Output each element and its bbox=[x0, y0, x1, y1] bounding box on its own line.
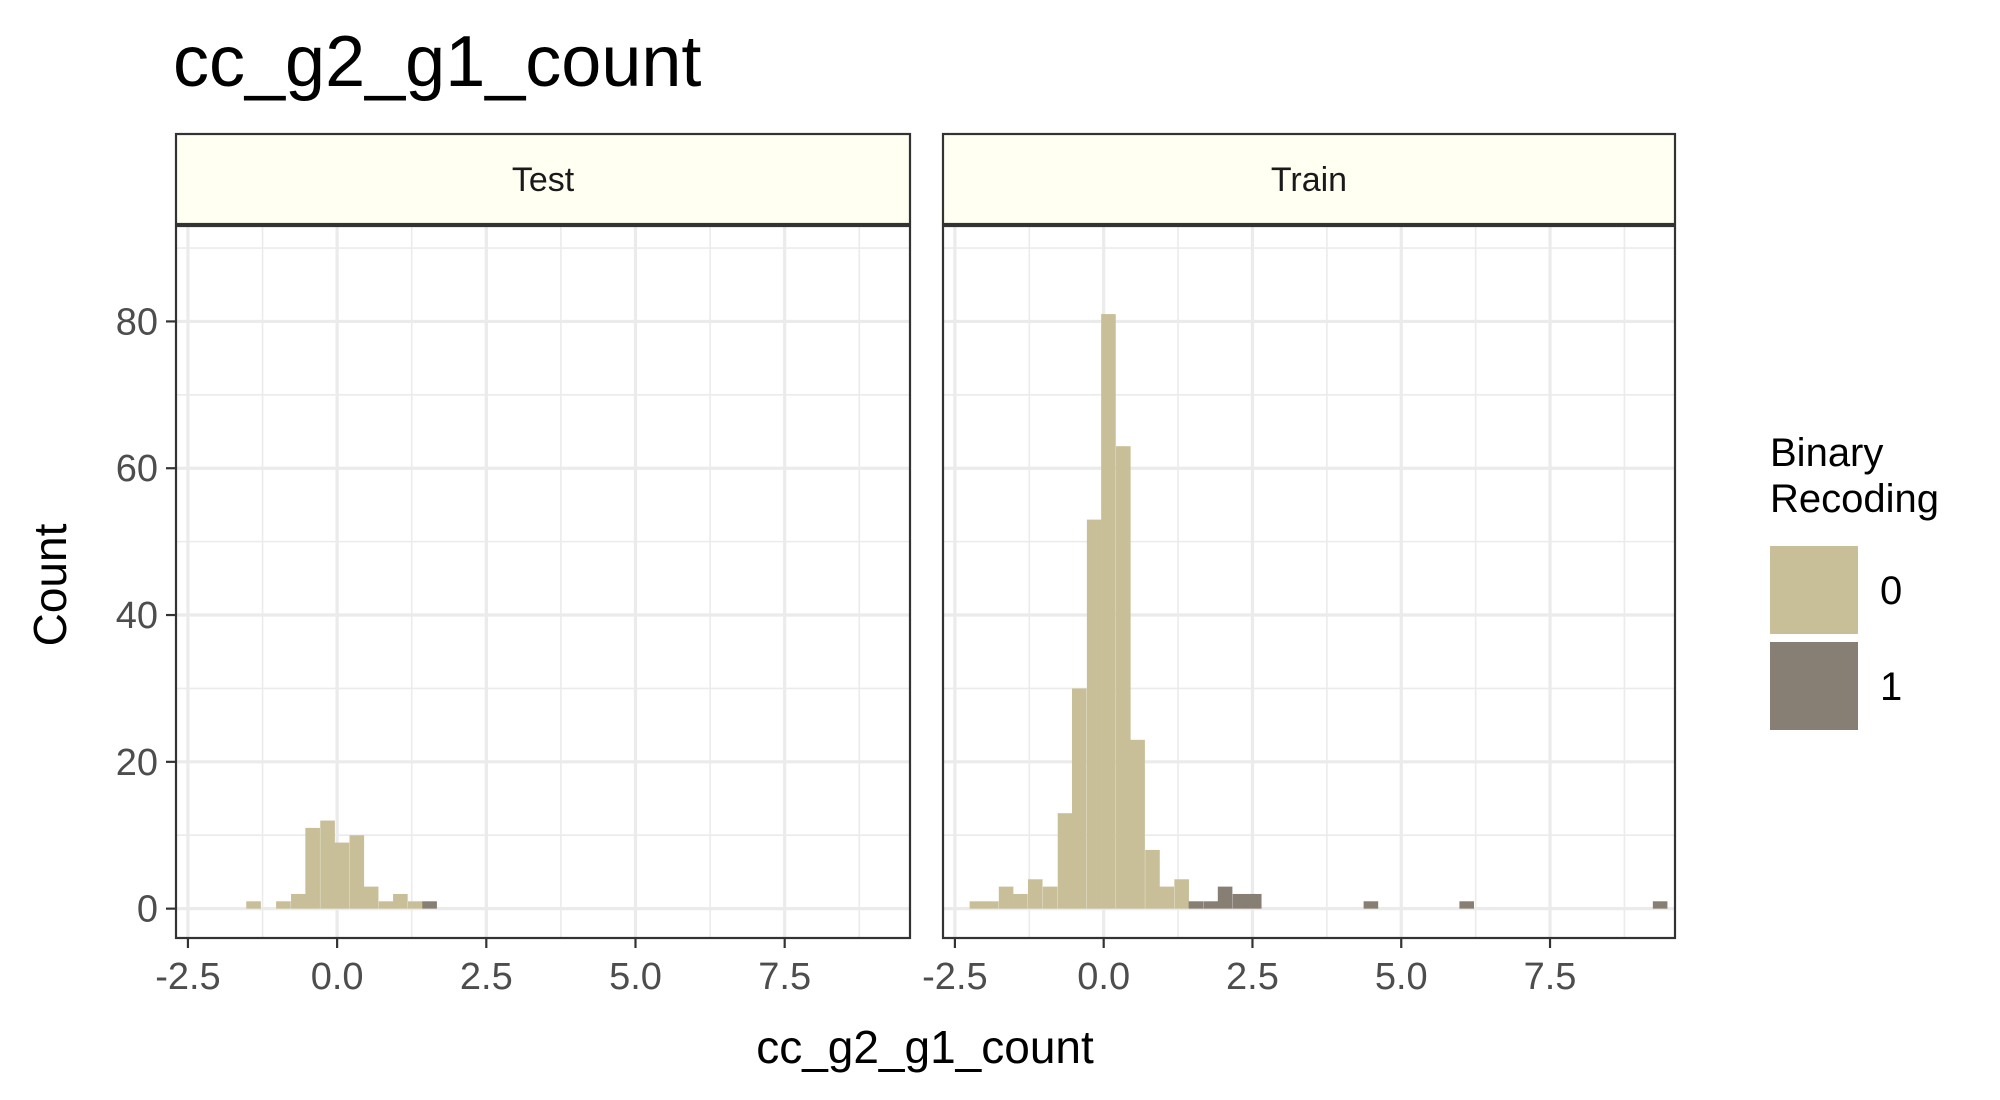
x-tick-label: 7.5 bbox=[758, 956, 811, 998]
histogram-bar bbox=[393, 893, 408, 909]
x-tick-label: 0.0 bbox=[311, 956, 364, 998]
histogram-bar bbox=[998, 886, 1014, 909]
histogram-bar bbox=[246, 901, 261, 909]
x-axis: -2.5 0.0 2.5 5.0 7.5 bbox=[155, 938, 811, 998]
legend-item-label: 0 bbox=[1880, 569, 1902, 613]
histogram-bar bbox=[1188, 901, 1204, 909]
x-axis: -2.5 0.0 2.5 5.0 7.5 bbox=[922, 938, 1576, 998]
histogram-bar bbox=[1203, 901, 1219, 909]
x-tick-label: -2.5 bbox=[922, 956, 987, 998]
histogram-bar bbox=[291, 893, 306, 909]
legend-item-label: 1 bbox=[1880, 665, 1902, 709]
x-tick-label: 0.0 bbox=[1077, 956, 1130, 998]
histogram-bar bbox=[276, 901, 291, 909]
legend-key-swatch bbox=[1770, 546, 1858, 634]
chart-title: cc_g2_g1_count bbox=[173, 22, 701, 102]
y-tick-label: 40 bbox=[116, 595, 158, 637]
panel-background bbox=[943, 226, 1675, 938]
histogram-bar bbox=[1232, 893, 1248, 909]
histogram-bar bbox=[334, 842, 350, 909]
histogram-bar bbox=[378, 901, 394, 909]
y-axis-title: Count bbox=[24, 523, 76, 646]
x-axis-title: cc_g2_g1_count bbox=[756, 1021, 1094, 1073]
histogram-bar bbox=[305, 827, 320, 909]
histogram-bar bbox=[1363, 901, 1379, 909]
legend-title-line-2: Recoding bbox=[1770, 477, 1939, 521]
legend-item-0: 0 bbox=[1770, 546, 1902, 634]
panel-border bbox=[941, 224, 1677, 940]
y-tick-label: 0 bbox=[137, 889, 158, 931]
y-axis: 0 20 40 60 80 bbox=[116, 301, 176, 931]
y-tick-label: 80 bbox=[116, 301, 158, 343]
histogram-bar bbox=[1101, 314, 1116, 909]
y-tick-label: 20 bbox=[116, 742, 158, 784]
histogram-bar bbox=[1027, 879, 1043, 909]
legend-item-1: 1 bbox=[1770, 642, 1902, 730]
histogram-bar bbox=[969, 901, 985, 909]
legend-key-swatch bbox=[1770, 642, 1858, 730]
facet-strip-label: Train bbox=[1271, 161, 1347, 199]
panel-background bbox=[176, 226, 910, 938]
facet-panel-test: Test -2.5 0.0 2.5 5.0 7.5 0 20 40 60 80 bbox=[116, 132, 912, 998]
histogram-bar bbox=[1459, 901, 1474, 909]
x-tick-label: -2.5 bbox=[155, 956, 220, 998]
histogram-bar bbox=[1086, 519, 1102, 909]
legend-entries: 01 bbox=[1770, 546, 1902, 730]
histogram-bar bbox=[1013, 893, 1028, 909]
panel-border bbox=[174, 224, 912, 940]
histogram-bar bbox=[1071, 688, 1087, 909]
facet-panels: Test -2.5 0.0 2.5 5.0 7.5 0 20 40 60 80 Train -2.5 0.… bbox=[116, 132, 1677, 998]
histogram-bar bbox=[1057, 813, 1073, 909]
histogram-bar bbox=[1652, 901, 1668, 909]
x-tick-label: 7.5 bbox=[1524, 956, 1577, 998]
facet-strip bbox=[174, 132, 912, 226]
gridlines bbox=[176, 226, 910, 938]
x-tick-label: 2.5 bbox=[1226, 956, 1279, 998]
histogram-bar bbox=[1159, 886, 1175, 909]
histogram-bars bbox=[969, 314, 1668, 909]
histogram-bar bbox=[363, 886, 379, 909]
facet-strip-label: Test bbox=[512, 161, 575, 199]
legend-title-line-1: Binary bbox=[1770, 431, 1883, 475]
histogram-bar bbox=[1130, 739, 1145, 909]
y-tick-label: 60 bbox=[116, 448, 158, 490]
facet-strip bbox=[941, 132, 1677, 226]
x-tick-label: 2.5 bbox=[460, 956, 513, 998]
histogram-bar bbox=[422, 901, 437, 909]
legend: Binary Recoding 01 bbox=[1770, 431, 1939, 730]
histogram-bar bbox=[1042, 886, 1058, 909]
histogram-bar bbox=[1246, 893, 1262, 909]
histogram-bar bbox=[1217, 886, 1233, 909]
histogram-bars bbox=[246, 820, 437, 909]
histogram-bar bbox=[983, 901, 999, 909]
x-tick-label: 5.0 bbox=[609, 956, 662, 998]
facet-panel-train: Train -2.5 0.0 2.5 5.0 7.5 bbox=[922, 132, 1677, 998]
histogram-bar bbox=[1174, 879, 1189, 909]
x-tick-label: 5.0 bbox=[1375, 956, 1428, 998]
histogram-bar bbox=[1116, 446, 1131, 909]
histogram-bar bbox=[1145, 849, 1160, 909]
histogram-bar bbox=[320, 820, 335, 909]
histogram-bar bbox=[349, 835, 365, 909]
histogram-bar bbox=[407, 901, 423, 909]
